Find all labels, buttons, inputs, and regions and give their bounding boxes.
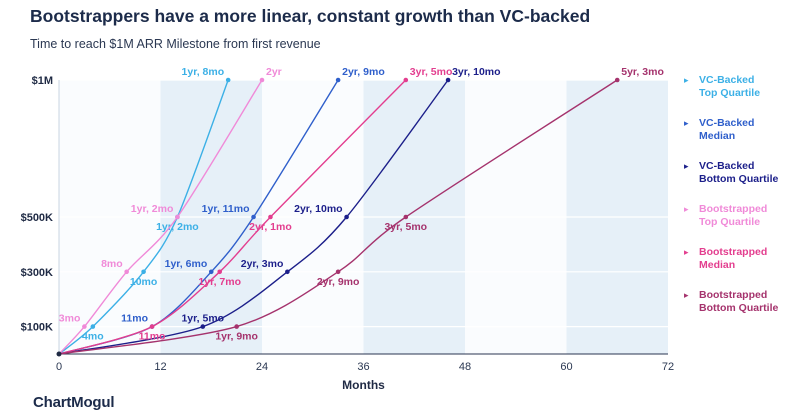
x-tick-label: 12 (154, 361, 166, 373)
data-label: 1yr, 5mo (181, 313, 224, 325)
x-axis-title: Months (342, 378, 385, 392)
chart-title: Bootstrappers have a more linear, consta… (30, 6, 591, 26)
data-point (268, 214, 273, 220)
data-label: 2yr, 10mo (294, 203, 342, 215)
data-label: 3mo (59, 313, 81, 325)
data-label: 1yr, 8mo (182, 66, 225, 78)
origin-point (56, 351, 62, 357)
y-tick-label: $100K (21, 322, 53, 334)
y-tick-label: $300K (21, 267, 53, 279)
legend-marker-icon: ▸ (684, 247, 689, 257)
legend-item: ▸ Bootstrapped Top Quartile (684, 203, 796, 236)
data-point (344, 214, 349, 220)
legend-label: Bootstrapped Median (699, 246, 768, 271)
data-label: 11mo (139, 331, 166, 343)
data-point (234, 324, 239, 329)
data-point (141, 269, 146, 275)
legend-label: VC-Backed Bottom Quartile (699, 160, 779, 185)
data-label: 1yr, 9mo (215, 331, 258, 343)
legend-item: ▸ Bootstrapped Bottom Quartile (684, 289, 796, 322)
data-point (217, 269, 223, 275)
data-label: 1yr, 11mo (202, 203, 250, 215)
data-label: 2yr, 9mo (317, 276, 360, 288)
legend-label: Bootstrapped Bottom Quartile (699, 289, 779, 314)
y-tick-label: $1M (32, 75, 53, 87)
brand-logo: ChartMogul (33, 394, 115, 411)
chart-subtitle: Time to reach $1M ARR Milestone from fir… (30, 37, 321, 51)
data-point (403, 214, 409, 220)
data-point (200, 324, 206, 329)
series-line-1 (58, 79, 229, 355)
data-point (335, 77, 341, 83)
legend-item: ▸ VC-Backed Top Quartile (684, 74, 796, 107)
series-line-5 (58, 79, 407, 355)
data-point (403, 77, 409, 83)
data-label: 2yr, 9mo (342, 66, 385, 78)
data-point (175, 214, 180, 220)
data-point (445, 77, 451, 83)
x-tick-label: 36 (357, 361, 369, 373)
data-label: 11mo (121, 313, 148, 325)
x-tick-label: 0 (56, 361, 62, 373)
data-label: 2yr (266, 66, 282, 78)
data-label: 5yr, 3mo (621, 66, 664, 78)
legend-item: ▸ VC-Backed Bottom Quartile (684, 160, 796, 193)
data-point (82, 324, 87, 329)
y-tick-label: $500K (21, 212, 53, 224)
legend-marker-icon: ▸ (684, 161, 689, 171)
data-label: 3yr, 5mo (410, 66, 453, 78)
data-label: 10mo (130, 276, 157, 288)
data-label: 1yr, 2mo (131, 203, 174, 215)
legend-marker-icon: ▸ (684, 118, 689, 128)
series-line-4 (58, 79, 263, 355)
x-tick-label: 72 (662, 361, 674, 373)
data-point (208, 269, 214, 275)
data-label: 1yr, 7mo (198, 276, 241, 288)
legend-item: ▸ Bootstrapped Median (684, 246, 796, 279)
data-point (285, 269, 290, 275)
legend-label: VC-Backed Top Quartile (699, 74, 761, 99)
data-label: 2yr, 1mo (249, 221, 292, 233)
data-label: 8mo (101, 258, 123, 270)
data-point (251, 214, 256, 220)
data-point (124, 269, 129, 275)
legend-item: ▸ VC-Backed Median (684, 117, 796, 150)
data-label: 1yr, 6mo (165, 258, 208, 270)
legend-marker-icon: ▸ (684, 75, 689, 85)
data-point (259, 77, 265, 83)
data-point (90, 324, 96, 329)
data-point (614, 77, 620, 83)
data-label: 3yr, 5mo (384, 221, 427, 233)
data-label: 3yr, 10mo (452, 66, 500, 78)
data-point (149, 324, 155, 329)
x-tick-label: 24 (256, 361, 268, 373)
x-tick-label: 60 (560, 361, 572, 373)
legend-marker-icon: ▸ (684, 204, 689, 214)
data-label: 1yr, 2mo (156, 221, 199, 233)
data-point (335, 269, 341, 275)
legend-label: Bootstrapped Top Quartile (699, 203, 768, 228)
data-label: 4mo (82, 331, 104, 343)
x-tick-label: 48 (459, 361, 471, 373)
legend-label: VC-Backed Median (699, 117, 755, 142)
data-point (225, 77, 231, 83)
legend-marker-icon: ▸ (684, 290, 689, 300)
chart-legend: ▸ VC-Backed Top Quartile ▸ VC-Backed Median… (684, 74, 796, 332)
data-label: 2yr, 3mo (241, 258, 284, 270)
